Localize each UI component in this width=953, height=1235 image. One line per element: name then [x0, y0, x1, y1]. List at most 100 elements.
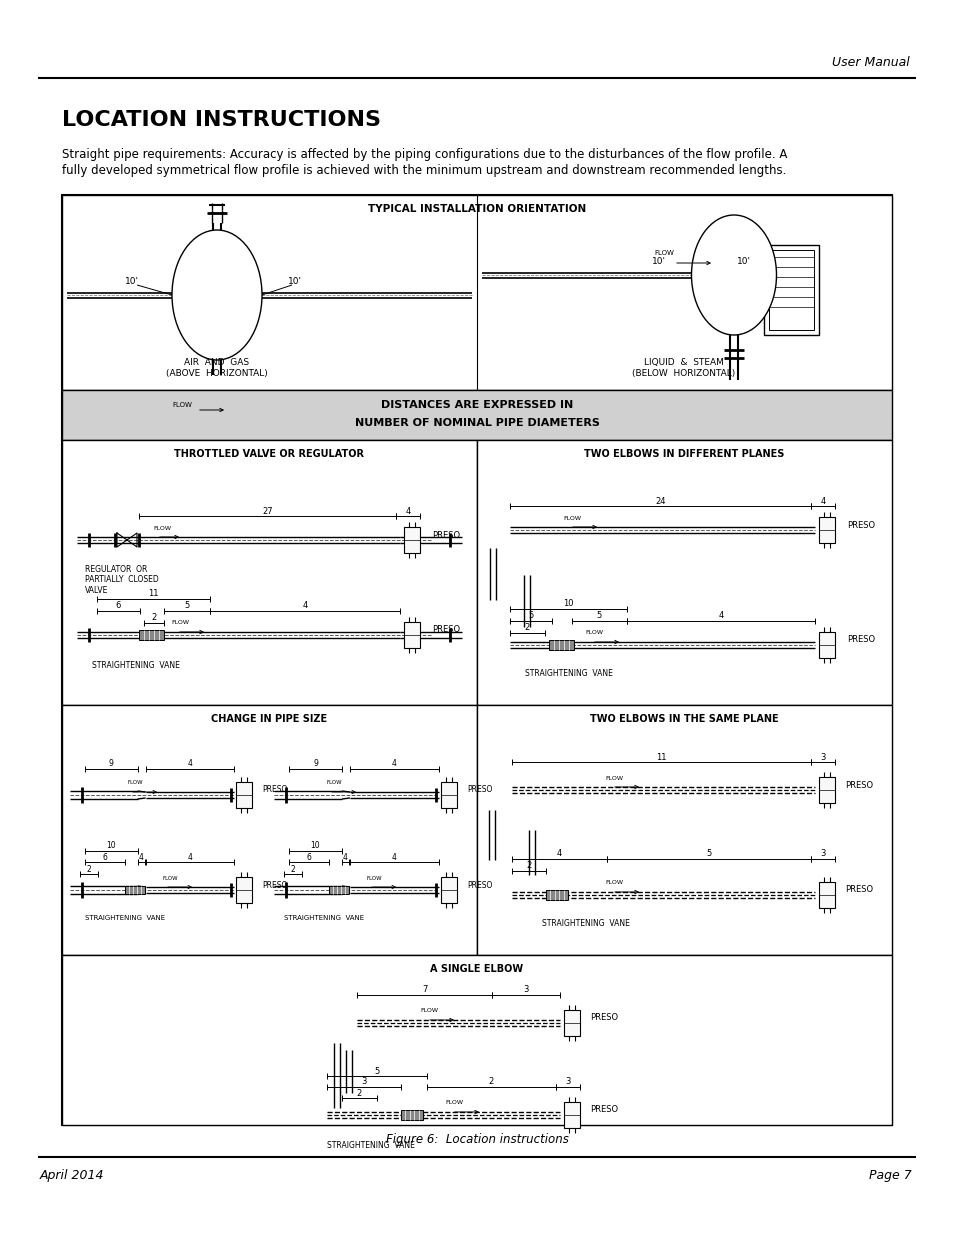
Text: THROTTLED VALVE OR REGULATOR: THROTTLED VALVE OR REGULATOR	[174, 450, 364, 459]
Text: 9: 9	[109, 760, 113, 768]
Text: TYPICAL INSTALLATION ORIENTATION: TYPICAL INSTALLATION ORIENTATION	[368, 204, 585, 214]
Text: 5: 5	[597, 611, 601, 620]
Text: DISTANCES ARE EXPRESSED IN: DISTANCES ARE EXPRESSED IN	[380, 400, 573, 410]
Text: 2: 2	[291, 864, 295, 873]
Text: PRESO: PRESO	[844, 781, 872, 789]
Text: 4: 4	[187, 760, 193, 768]
Text: 10: 10	[311, 841, 320, 851]
Text: Straight pipe requirements: Accuracy is affected by the piping configurations du: Straight pipe requirements: Accuracy is …	[62, 148, 786, 161]
Text: 3: 3	[523, 986, 528, 994]
Text: 4: 4	[343, 852, 348, 862]
Text: AIR  AND  GAS
(ABOVE  HORIZONTAL): AIR AND GAS (ABOVE HORIZONTAL)	[166, 358, 268, 378]
Text: FLOW: FLOW	[654, 249, 673, 256]
Text: PRESO: PRESO	[262, 881, 287, 889]
Text: PRESO: PRESO	[467, 881, 492, 889]
Text: 3: 3	[361, 1077, 366, 1087]
Bar	[62, 705, 476, 955]
Text: PRESO: PRESO	[589, 1105, 618, 1114]
Text: PRESO: PRESO	[589, 1014, 618, 1023]
Text: 10': 10'	[125, 277, 139, 285]
Text: A SINGLE ELBOW: A SINGLE ELBOW	[430, 965, 523, 974]
Text: NUMBER OF NOMINAL PIPE DIAMETERS: NUMBER OF NOMINAL PIPE DIAMETERS	[355, 417, 598, 429]
Bar	[62, 195, 891, 390]
Text: LOCATION INSTRUCTIONS: LOCATION INSTRUCTIONS	[62, 110, 380, 130]
Bar	[440, 782, 456, 808]
Text: STRAIGHTENING  VANE: STRAIGHTENING VANE	[85, 915, 165, 921]
Text: 11: 11	[656, 752, 666, 762]
Bar	[62, 390, 891, 440]
Text: 4: 4	[718, 611, 723, 620]
Text: PRESO: PRESO	[467, 785, 492, 794]
Text: CHANGE IN PIPE SIZE: CHANGE IN PIPE SIZE	[212, 714, 327, 724]
Text: FLOW: FLOW	[162, 876, 177, 881]
Bar	[476, 440, 891, 705]
Bar	[403, 527, 419, 553]
Text: 27: 27	[262, 506, 273, 515]
Text: April 2014: April 2014	[40, 1168, 105, 1182]
Text: 2: 2	[488, 1077, 494, 1087]
Text: Figure 6:  Location instructions: Figure 6: Location instructions	[385, 1134, 568, 1146]
Bar	[545, 890, 567, 900]
Bar	[235, 877, 252, 903]
Text: FLOW: FLOW	[604, 776, 622, 781]
Text: PRESO: PRESO	[846, 520, 874, 530]
Text: STRAIGHTENING  VANE: STRAIGHTENING VANE	[284, 915, 364, 921]
Text: FLOW: FLOW	[152, 526, 171, 531]
Bar	[549, 640, 574, 650]
Text: STRAIGHTENING  VANE: STRAIGHTENING VANE	[524, 668, 612, 678]
Text: 6: 6	[115, 601, 121, 610]
Text: STRAIGHTENING  VANE: STRAIGHTENING VANE	[327, 1140, 415, 1150]
Text: 5: 5	[528, 611, 533, 620]
Text: TWO ELBOWS IN DIFFERENT PLANES: TWO ELBOWS IN DIFFERENT PLANES	[583, 450, 784, 459]
Bar	[818, 517, 834, 543]
Text: FLOW: FLOW	[444, 1100, 462, 1105]
Text: 5: 5	[374, 1067, 379, 1076]
Bar	[476, 705, 891, 955]
Text: 6: 6	[306, 852, 311, 862]
Text: 2: 2	[152, 614, 156, 622]
Text: FLOW: FLOW	[326, 781, 341, 785]
Bar	[125, 885, 145, 894]
Text: 2: 2	[87, 864, 91, 873]
Text: 24: 24	[655, 496, 665, 505]
Text: 4: 4	[557, 850, 561, 858]
Text: FLOW: FLOW	[127, 781, 143, 785]
Text: FLOW: FLOW	[562, 515, 580, 520]
Text: STRAIGHTENING  VANE: STRAIGHTENING VANE	[91, 661, 180, 669]
Text: FLOW: FLOW	[584, 631, 602, 636]
Bar	[329, 885, 349, 894]
Text: 3: 3	[565, 1077, 570, 1087]
Text: PRESO: PRESO	[844, 885, 872, 894]
Text: 4: 4	[302, 601, 307, 610]
Text: 10': 10'	[288, 277, 302, 285]
Text: PRESO: PRESO	[432, 531, 459, 540]
Ellipse shape	[691, 215, 776, 335]
Text: FLOW: FLOW	[171, 620, 189, 625]
Text: 10': 10'	[737, 257, 750, 266]
Text: STRAIGHTENING  VANE: STRAIGHTENING VANE	[541, 919, 629, 927]
Bar	[62, 195, 891, 1125]
Text: 7: 7	[421, 986, 427, 994]
Bar	[62, 440, 476, 705]
Text: 4: 4	[392, 760, 396, 768]
Ellipse shape	[172, 230, 262, 359]
Text: 5: 5	[184, 601, 190, 610]
Text: REGULATOR  OR
PARTIALLY  CLOSED
VALVE: REGULATOR OR PARTIALLY CLOSED VALVE	[85, 564, 158, 595]
Text: 3: 3	[820, 752, 825, 762]
Text: LIQUID  &  STEAM
(BELOW  HORIZONTAL): LIQUID & STEAM (BELOW HORIZONTAL)	[632, 358, 735, 378]
Text: User Manual: User Manual	[831, 56, 909, 68]
Text: 2: 2	[526, 862, 531, 871]
Text: 4: 4	[820, 496, 824, 505]
Text: 5: 5	[705, 850, 711, 858]
Bar	[563, 1102, 579, 1128]
Text: FLOW: FLOW	[419, 1009, 437, 1014]
Text: 10: 10	[107, 841, 116, 851]
Bar	[403, 622, 419, 648]
Bar	[563, 1010, 579, 1036]
Bar	[763, 245, 818, 335]
Text: FLOW: FLOW	[604, 881, 622, 885]
Bar	[818, 882, 834, 908]
Text: 2: 2	[356, 1088, 362, 1098]
Text: TWO ELBOWS IN THE SAME PLANE: TWO ELBOWS IN THE SAME PLANE	[590, 714, 778, 724]
Text: Page 7: Page 7	[868, 1168, 911, 1182]
